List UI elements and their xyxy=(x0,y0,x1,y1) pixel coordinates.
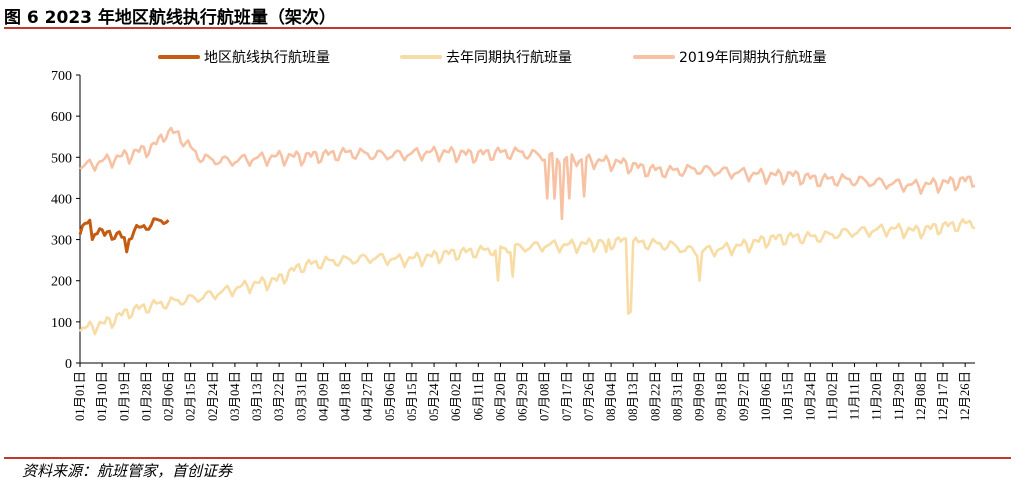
x-tick-label: 12月26日 xyxy=(958,371,972,421)
y-tick-label: 100 xyxy=(51,316,72,331)
series-line-2 xyxy=(79,126,976,221)
x-tick-label: 08月04日 xyxy=(604,371,618,421)
y-tick-label: 200 xyxy=(51,275,72,290)
x-tick-label: 06月29日 xyxy=(516,371,530,421)
legend-label-2: 2019年同期执行航班量 xyxy=(679,50,827,66)
y-tick-label: 700 xyxy=(51,69,72,84)
y-tick-label: 600 xyxy=(51,110,72,125)
x-tick-label: 12月17日 xyxy=(936,371,950,421)
x-tick-label: 05月15日 xyxy=(405,371,419,421)
x-tick-label: 08月22日 xyxy=(648,371,662,421)
x-tick-label: 01月28日 xyxy=(139,371,153,421)
x-tick-label: 09月27日 xyxy=(737,371,751,421)
x-tick-label: 02月06日 xyxy=(162,371,176,421)
series-line-0 xyxy=(78,217,170,254)
x-tick-label: 08月13日 xyxy=(626,371,640,421)
legend-label-1: 去年同期执行航班量 xyxy=(446,50,572,66)
x-tick-label: 06月02日 xyxy=(449,371,463,421)
x-tick-label: 10月15日 xyxy=(781,371,795,421)
x-tick-label: 06月11日 xyxy=(471,371,485,421)
source-note: 资料来源：航班管家，首创证券 xyxy=(22,462,233,480)
x-tick-label: 12月08日 xyxy=(914,371,928,421)
chart-title: 图 6 2023 年地区航线执行航班量（架次） xyxy=(4,8,336,28)
x-tick-label: 04月09日 xyxy=(316,371,330,421)
x-axis: 01月01日 01月10日 01月19日 01月28日 02月06日 02月15日 02月2… xyxy=(73,362,975,421)
y-axis: 0 100 200 300 400 500 600 700 xyxy=(51,69,81,372)
chart-series xyxy=(78,126,976,336)
x-tick-label: 01月10日 xyxy=(95,371,109,421)
x-tick-label: 07月26日 xyxy=(582,371,596,421)
x-tick-label: 02月15日 xyxy=(184,371,198,421)
y-tick-label: 500 xyxy=(51,151,72,166)
x-tick-label: 03月13日 xyxy=(250,371,264,421)
x-tick-label: 04月27日 xyxy=(361,371,375,421)
x-tick-label: 03月04日 xyxy=(228,371,242,421)
x-tick-label: 08月31日 xyxy=(670,371,684,421)
x-tick-label: 09月18日 xyxy=(715,371,729,421)
x-tick-label: 07月08日 xyxy=(538,371,552,421)
x-tick-label: 02月24日 xyxy=(206,371,220,421)
x-tick-label: 10月06日 xyxy=(759,371,773,421)
x-tick-label: 01月01日 xyxy=(73,371,87,421)
x-tick-label: 03月22日 xyxy=(272,371,286,421)
x-tick-label: 01月19日 xyxy=(117,371,131,421)
legend-label-0: 地区航线执行航班量 xyxy=(204,50,330,66)
x-tick-label: 03月31日 xyxy=(294,371,308,421)
x-tick-label: 04月18日 xyxy=(339,371,353,421)
x-tick-label: 05月06日 xyxy=(383,371,397,421)
x-tick-label: 07月17日 xyxy=(560,371,574,421)
line-chart: 地区航线执行航班量 去年同期执行航班量 2019年同期执行航班量 0 100 200 30… xyxy=(51,50,976,421)
x-tick-label: 11月20日 xyxy=(870,371,884,421)
y-tick-label: 0 xyxy=(65,357,72,372)
x-tick-label: 11月11日 xyxy=(848,371,862,420)
y-tick-label: 400 xyxy=(51,192,72,207)
x-tick-label: 05月24日 xyxy=(427,371,441,421)
source-divider xyxy=(4,457,1011,459)
chart-legend: 地区航线执行航班量 去年同期执行航班量 2019年同期执行航班量 xyxy=(158,50,827,66)
x-tick-label: 11月29日 xyxy=(892,371,906,421)
x-tick-label: 06月20日 xyxy=(493,371,507,421)
series-line-1 xyxy=(78,218,976,336)
y-tick-label: 300 xyxy=(51,234,72,249)
x-tick-label: 09月09日 xyxy=(693,371,707,421)
x-tick-label: 10月24日 xyxy=(803,371,817,421)
x-tick-label: 11月02日 xyxy=(825,371,839,421)
title-divider xyxy=(4,27,1011,29)
